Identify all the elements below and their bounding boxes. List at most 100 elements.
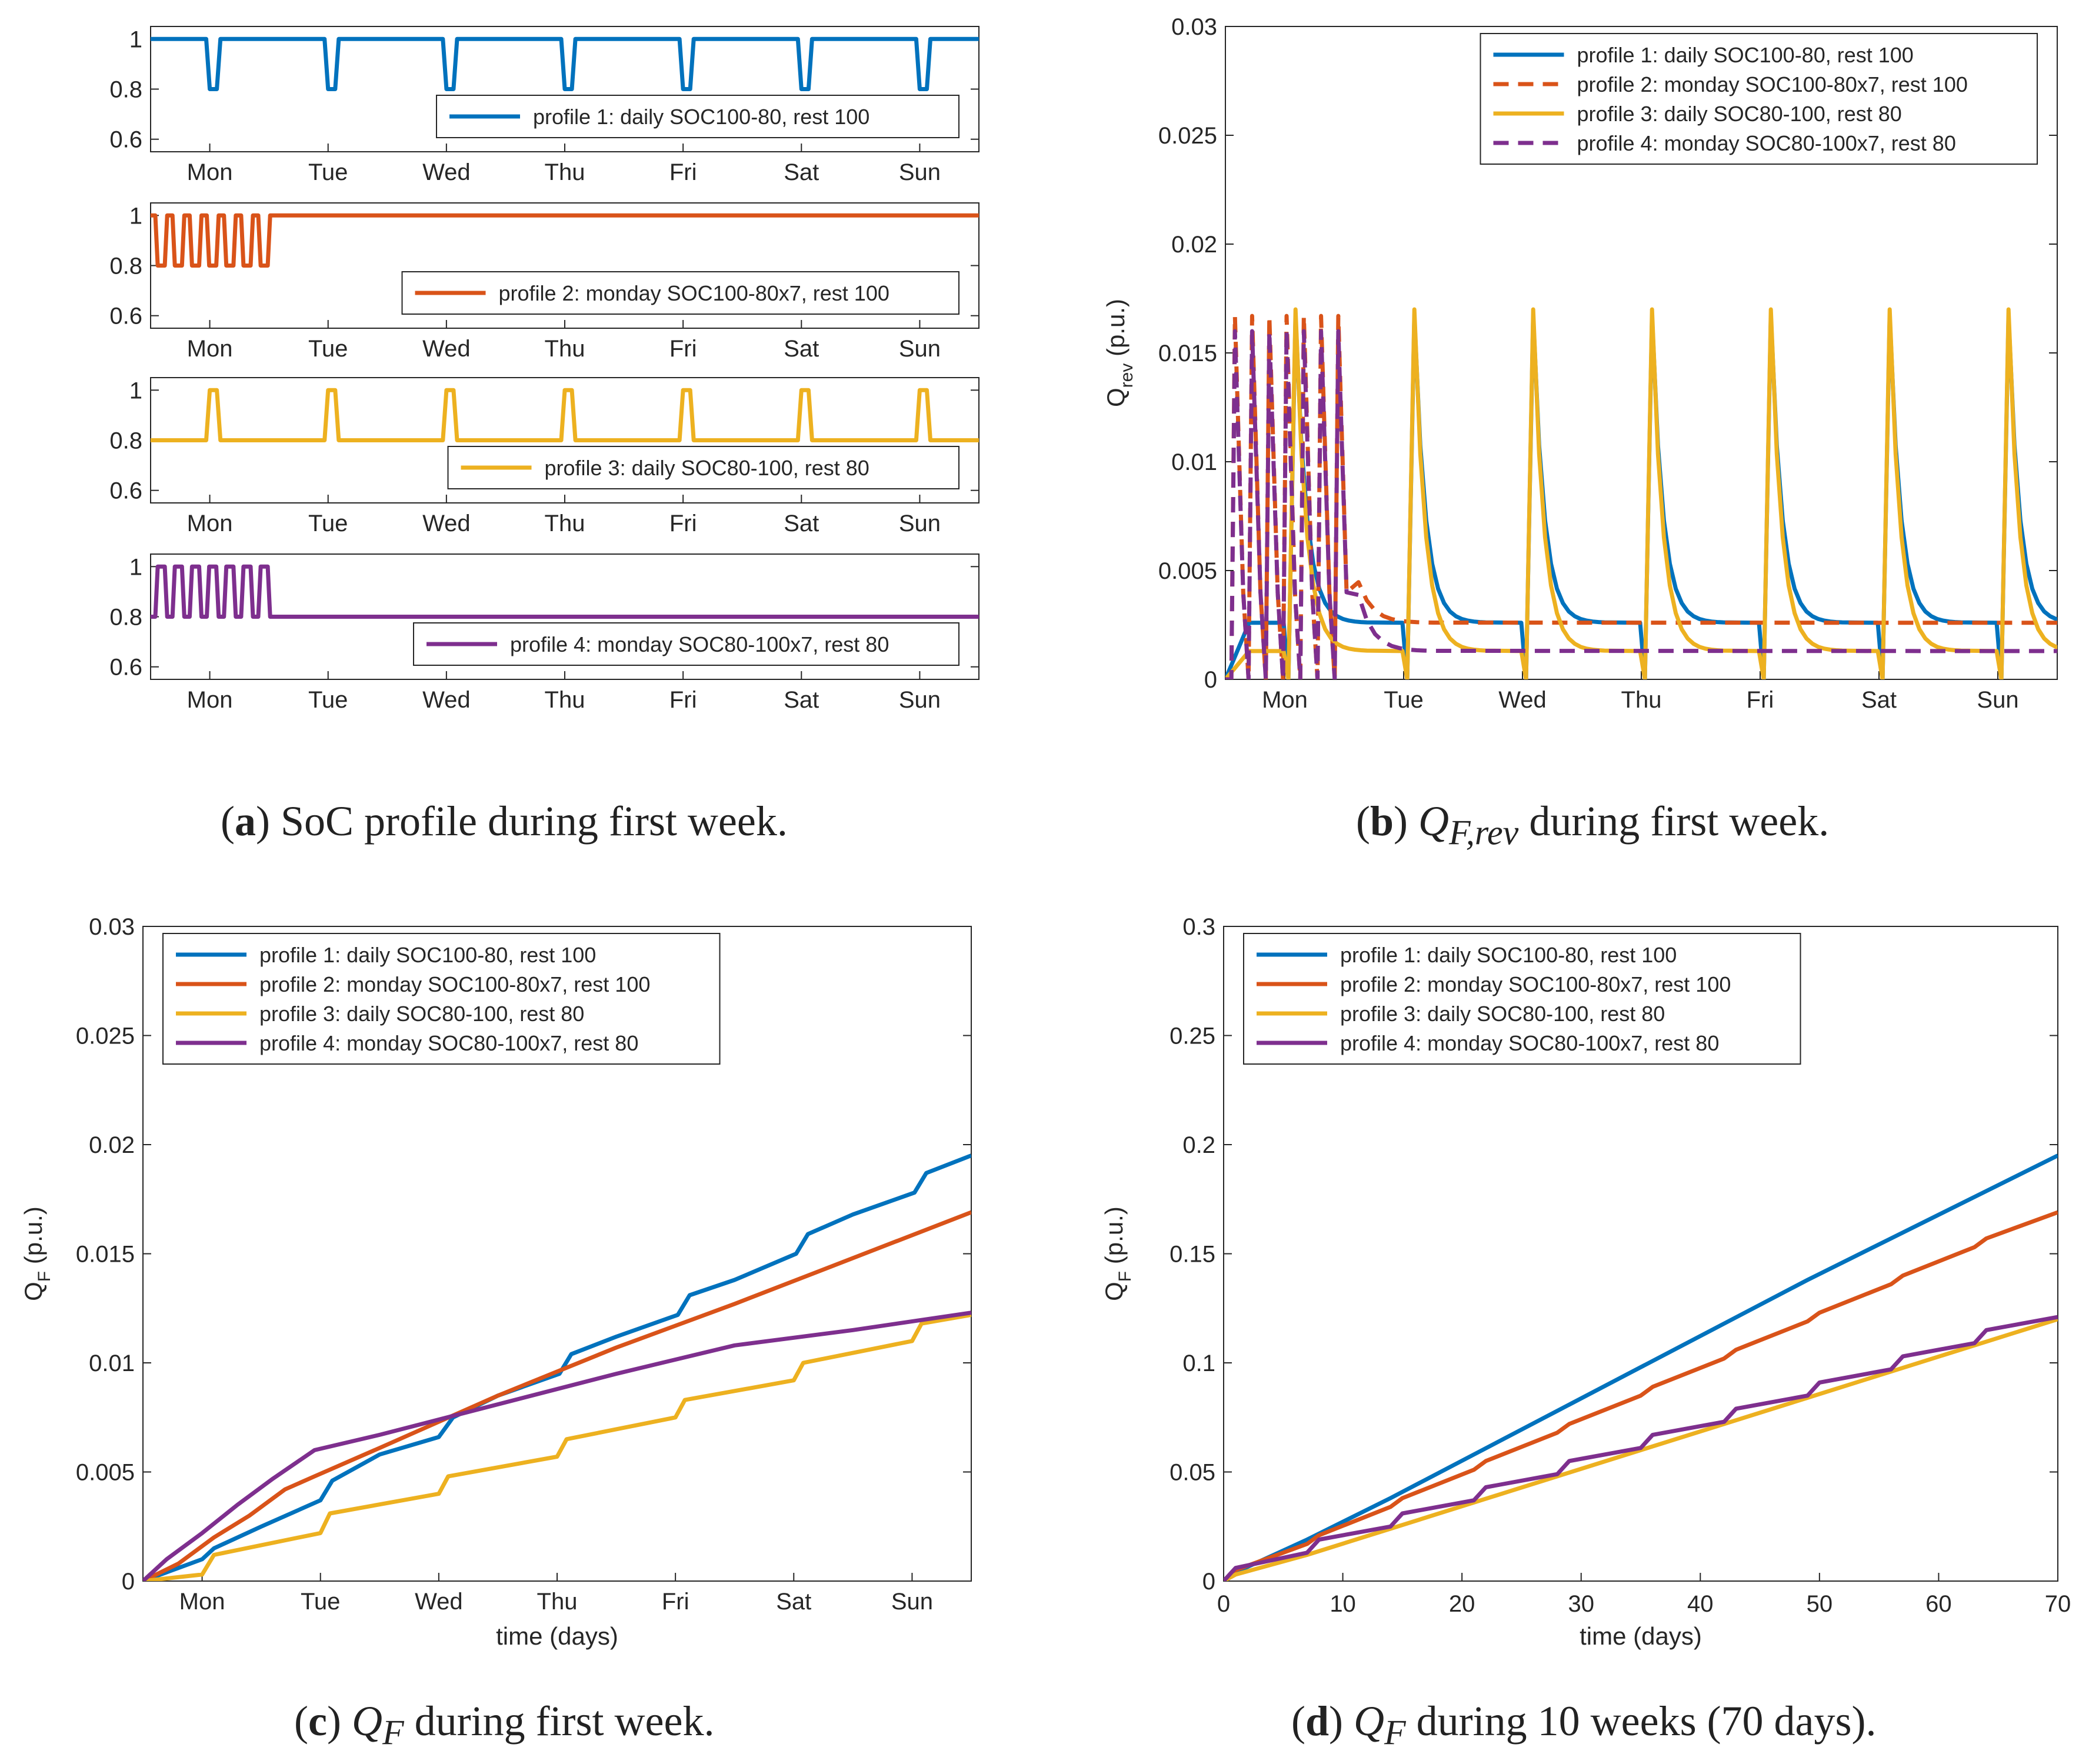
y-tick-label: 0.025 xyxy=(76,1023,135,1049)
x-tick-label: Sun xyxy=(899,687,941,713)
y-tick-label: 0.005 xyxy=(1158,558,1217,584)
chart-a3: 1 0.8 0.6 Mon Tue Wed Thu Fri Sat Sun profile 3: d… xyxy=(109,377,979,536)
caption-c: (c) QF during first week. xyxy=(294,1698,715,1752)
x-tick-label: Mon xyxy=(187,336,233,362)
x-tick-label: Thu xyxy=(545,687,585,713)
legend: profile 2: monday SOC100-80x7, rest 100 xyxy=(401,271,959,315)
x-tick-label: Sun xyxy=(1977,687,2018,713)
series-line-1 xyxy=(151,213,979,268)
y-tick-label: 0.02 xyxy=(1171,232,1217,258)
series-group xyxy=(151,564,979,619)
y-tick-label: 0 xyxy=(1202,1569,1215,1595)
legend-box xyxy=(447,446,959,489)
series-group xyxy=(143,1153,971,1581)
legend: profile 3: daily SOC80-100, rest 80 xyxy=(447,446,959,489)
caption-a: (a) SoC profile during first week. xyxy=(221,798,788,845)
caption-d: (d) QF during 10 weeks (70 days). xyxy=(1291,1698,1877,1752)
legend: profile 1: daily SOC100-80, rest 100 prof… xyxy=(162,933,721,1065)
legend-label: profile 3: daily SOC80-100, rest 80 xyxy=(545,456,869,480)
x-tick-label: Thu xyxy=(545,159,585,185)
legend-box xyxy=(1480,33,2038,165)
x-tick-label: 40 xyxy=(1687,1591,1714,1617)
x-tick-label: 70 xyxy=(2045,1591,2071,1617)
y-tick-label: 0.005 xyxy=(76,1460,135,1486)
x-tick-label: 0 xyxy=(1217,1591,1230,1617)
y-tick-label: 0.6 xyxy=(109,655,142,681)
x-tick-label: Mon xyxy=(187,511,233,536)
x-tick-label: Sat xyxy=(784,687,819,713)
x-tick-label: Wed xyxy=(1498,687,1547,713)
x-tick-label: Thu xyxy=(537,1589,578,1615)
y-tick-label: 1 xyxy=(129,203,142,229)
y-tick-label: 0.05 xyxy=(1170,1460,1215,1486)
x-tick-label: Tue xyxy=(308,511,348,536)
x-tick-label: Wed xyxy=(415,1589,463,1615)
series-line-4 xyxy=(1224,1315,2058,1581)
legend: profile 1: daily SOC100-80, rest 100 prof… xyxy=(1480,33,2038,165)
y-tick-label: 0 xyxy=(1204,667,1217,693)
series-line-1 xyxy=(143,1153,971,1581)
y-tick-label: 1 xyxy=(129,26,142,52)
legend-label: profile 1: daily SOC100-80, rest 100 xyxy=(1340,943,1677,967)
y-tick-label: 0.6 xyxy=(109,304,142,329)
x-tick-label: Tue xyxy=(301,1589,340,1615)
x-tick-label: 30 xyxy=(1568,1591,1594,1617)
x-tick-label: Sat xyxy=(1861,687,1897,713)
y-tick-label: 0.15 xyxy=(1170,1242,1215,1268)
legend-label: profile 4: monday SOC80-100x7, rest 80 xyxy=(510,632,889,656)
y-tick-label: 0.01 xyxy=(89,1350,135,1376)
y-tick-label: 1 xyxy=(129,554,142,580)
y-tick-label: 0.015 xyxy=(1158,341,1217,366)
series-line-1 xyxy=(1224,1153,2058,1581)
x-tick-label: Mon xyxy=(187,687,233,713)
x-tick-label: Thu xyxy=(1621,687,1662,713)
y-tick-label: 0.1 xyxy=(1182,1350,1215,1376)
x-tick-label: Wed xyxy=(422,159,471,185)
legend-label: profile 2: monday SOC100-80x7, rest 100 xyxy=(499,281,889,305)
x-tick-label: Sun xyxy=(899,159,941,185)
x-tick-label: Mon xyxy=(187,159,233,185)
chart-a2: 1 0.8 0.6 Mon Tue Wed Thu Fri Sat Sun profile 2: m… xyxy=(109,202,979,362)
x-tick-label: Sat xyxy=(784,159,819,185)
x-tick-label: Tue xyxy=(308,336,348,362)
y-tick-label: 0.03 xyxy=(1171,14,1217,40)
x-tick-label: Sun xyxy=(899,336,941,362)
y-axis-label: Qrev (p.u.) xyxy=(1102,299,1137,407)
series-line-3 xyxy=(1224,1317,2058,1581)
x-tick-label: Fri xyxy=(669,511,697,536)
x-tick-label: Thu xyxy=(545,336,585,362)
x-tick-label: Fri xyxy=(669,336,697,362)
y-tick-label: 0.025 xyxy=(1158,123,1217,149)
caption-b: (b) QF,rev during first week. xyxy=(1356,798,1830,852)
y-tick-label: 0.03 xyxy=(89,914,135,940)
legend-label: profile 2: monday SOC100-80x7, rest 100 xyxy=(1340,972,1731,996)
legend-box xyxy=(401,271,959,315)
y-tick-label: 0.02 xyxy=(89,1132,135,1158)
x-tick-label: Sun xyxy=(899,511,941,536)
y-tick-label: 0.6 xyxy=(109,127,142,153)
y-tick-label: 0.01 xyxy=(1171,449,1217,475)
series-line-3 xyxy=(1225,307,2057,679)
legend-label: profile 4: monday SOC80-100x7, rest 80 xyxy=(259,1031,638,1055)
series-line-2 xyxy=(1224,1210,2058,1581)
x-tick-label: Sat xyxy=(784,511,819,536)
series-group xyxy=(151,388,979,442)
legend: profile 4: monday SOC80-100x7, rest 80 xyxy=(413,622,959,666)
legend-box xyxy=(162,933,721,1065)
legend-label: profile 1: daily SOC100-80, rest 100 xyxy=(533,105,869,129)
y-tick-label: 0.8 xyxy=(109,254,142,279)
series-line-3 xyxy=(143,1312,971,1581)
legend-label: profile 1: daily SOC100-80, rest 100 xyxy=(259,943,596,967)
x-tick-label: 10 xyxy=(1330,1591,1356,1617)
legend-label: profile 4: monday SOC80-100x7, rest 80 xyxy=(1577,131,1956,155)
x-axis-label: time (days) xyxy=(496,1622,618,1650)
x-tick-label: Wed xyxy=(422,511,471,536)
series-line-2 xyxy=(1225,314,2057,679)
x-tick-label: 50 xyxy=(1807,1591,1833,1617)
y-tick-label: 0 xyxy=(122,1569,135,1595)
x-tick-label: Thu xyxy=(545,511,585,536)
series-group xyxy=(151,213,979,268)
x-tick-label: Fri xyxy=(669,687,697,713)
x-tick-label: Wed xyxy=(422,687,471,713)
